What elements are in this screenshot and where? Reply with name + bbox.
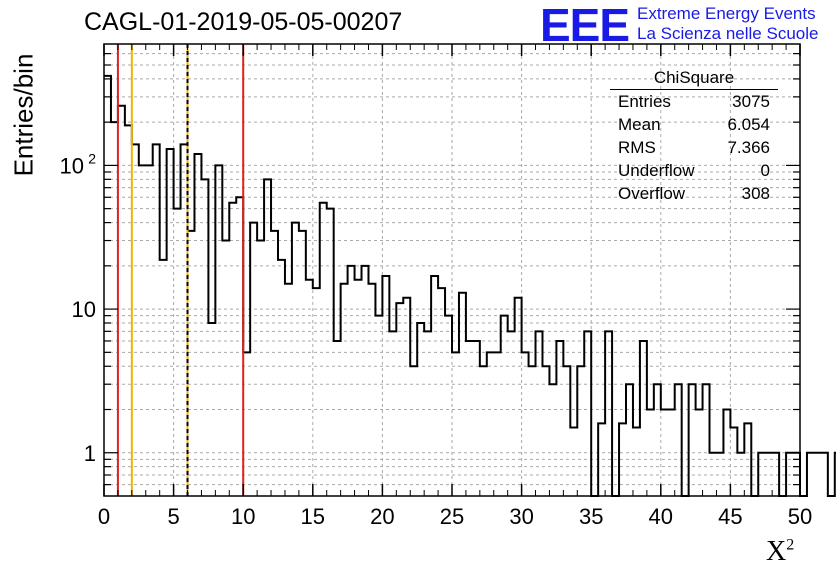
- x-axis-label-base: X: [766, 536, 787, 567]
- eee-logo: EEE: [540, 0, 630, 51]
- stats-row-entries: Entries 3075: [610, 92, 778, 115]
- stats-value: 3075: [732, 92, 770, 111]
- x-tick-label: 40: [649, 504, 673, 529]
- x-axis-label: X2: [766, 536, 794, 568]
- stats-title: ChiSquare: [610, 68, 778, 90]
- x-tick-label: 5: [167, 504, 179, 529]
- x-tick-label: 45: [718, 504, 742, 529]
- histogram-line: [104, 74, 836, 497]
- y-tick-label: 10: [72, 297, 96, 322]
- brand-line-2: La Scienza nelle Scuole: [637, 24, 819, 43]
- stats-label: Underflow: [618, 161, 695, 180]
- threshold-markers: [116, 44, 245, 496]
- stats-value: 7.366: [727, 138, 770, 157]
- chart-title: CAGL-01-2019-05-05-00207: [84, 8, 403, 36]
- y-axis-label: Entries/bin: [8, 53, 39, 177]
- stats-label: Overflow: [618, 184, 686, 203]
- stats-label: Entries: [618, 92, 671, 111]
- stats-label: Mean: [618, 115, 661, 134]
- grid: [104, 44, 800, 496]
- x-tick-label: 30: [509, 504, 533, 529]
- brand-line-1: Extreme Energy Events: [637, 4, 816, 23]
- y-tick-label-sup: 2: [88, 150, 96, 166]
- x-axis-label-sup: 2: [786, 536, 795, 554]
- x-tick-label: 35: [579, 504, 603, 529]
- x-tick-label: 10: [231, 504, 255, 529]
- stats-label: RMS: [618, 138, 656, 157]
- x-tick-label: 0: [98, 504, 110, 529]
- stats-row-underflow: Underflow 0: [610, 161, 778, 184]
- y-tick-label: 10: [60, 153, 84, 178]
- x-tick-label: 50: [788, 504, 812, 529]
- stats-box: ChiSquare Entries 3075 Mean 6.054 RMS 7.366…: [610, 68, 778, 207]
- stats-row-overflow: Overflow 308: [610, 184, 778, 207]
- histogram-series: [104, 74, 836, 497]
- x-tick-label: 25: [440, 504, 464, 529]
- y-axis-label-box: Entries/bin: [6, 40, 42, 190]
- x-tick-label: 15: [301, 504, 325, 529]
- stats-value: 0: [760, 161, 770, 180]
- stats-row-mean: Mean 6.054: [610, 115, 778, 138]
- stats-row-rms: RMS 7.366: [610, 138, 778, 161]
- stats-value: 6.054: [727, 115, 770, 134]
- y-tick-label: 1: [84, 441, 96, 466]
- x-tick-label: 20: [370, 504, 394, 529]
- stats-value: 308: [741, 184, 770, 203]
